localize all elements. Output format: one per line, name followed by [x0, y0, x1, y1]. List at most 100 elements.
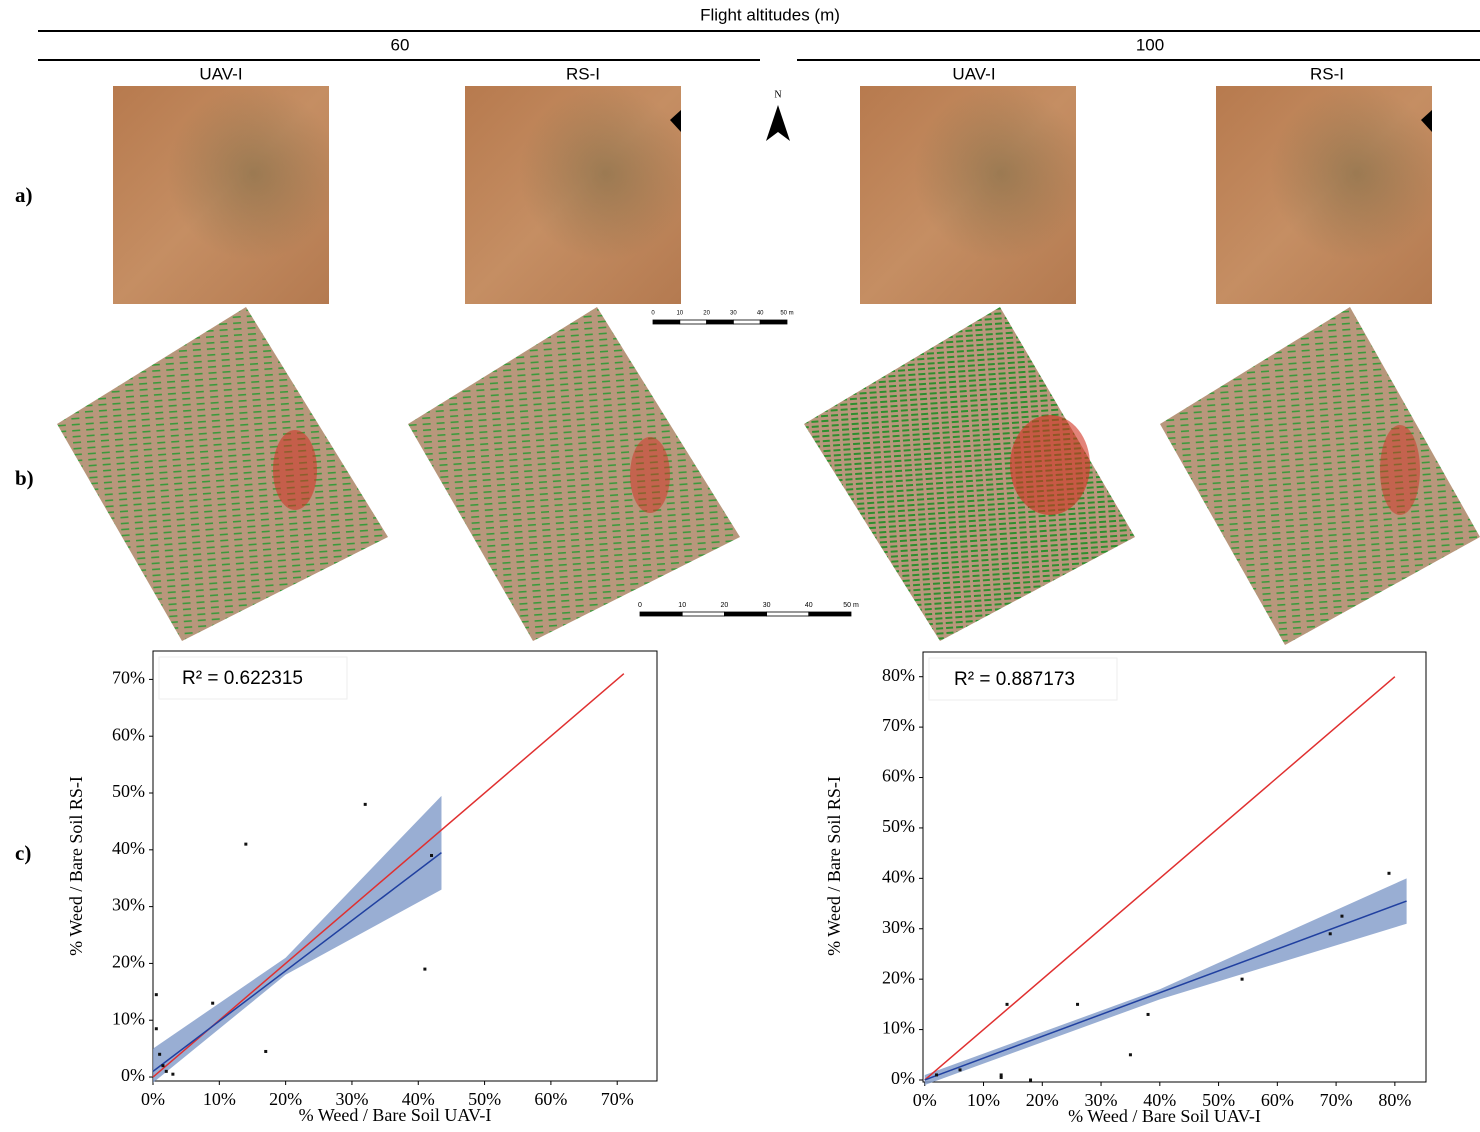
point	[1340, 914, 1344, 918]
photo-shade	[465, 86, 681, 304]
line	[152, 852, 442, 1072]
annotation: R² = 0.622315	[182, 668, 303, 689]
corner	[1421, 110, 1432, 132]
x-tick-label: 70%	[601, 1089, 634, 1109]
line	[924, 900, 1407, 1081]
point	[423, 967, 427, 971]
map	[408, 307, 740, 641]
y-tick-label: 80%	[882, 665, 915, 685]
y-tick-label: 30%	[882, 917, 915, 937]
point	[164, 1069, 168, 1073]
x-tick-label: 0%	[913, 1090, 937, 1110]
y-axis-label: % Weed / Bare Soil RS-I	[66, 776, 86, 956]
scale-segment	[733, 319, 761, 325]
sensor: RS-I	[566, 64, 600, 83]
x-tick-label: 10%	[967, 1090, 1000, 1110]
point	[1387, 871, 1391, 875]
point	[1146, 1012, 1150, 1016]
y-tick-label: 40%	[882, 866, 915, 886]
point	[430, 853, 434, 857]
point	[171, 1072, 175, 1076]
y-tick-label: 10%	[112, 1008, 145, 1028]
x-tick-label: 50%	[468, 1089, 501, 1109]
y-tick-label: 50%	[882, 816, 915, 836]
x-tick-label: 80%	[1378, 1090, 1411, 1110]
north-label: N	[774, 89, 781, 100]
y-tick-label: 60%	[882, 766, 915, 786]
y-tick-label: 50%	[112, 781, 145, 801]
scale-label: 20	[721, 602, 729, 609]
point	[154, 1027, 158, 1031]
confidence-band	[924, 878, 1407, 1086]
point	[158, 1052, 162, 1056]
x-tick-label: 60%	[1261, 1090, 1294, 1110]
point	[999, 1073, 1003, 1077]
x-tick-label: 70%	[1320, 1090, 1353, 1110]
scale-segment	[681, 611, 725, 617]
point	[958, 1068, 962, 1072]
x-tick-label: 30%	[1085, 1090, 1118, 1110]
y-tick-label: 30%	[112, 895, 145, 915]
scale-segment	[639, 611, 683, 617]
weed-patch	[1010, 415, 1090, 515]
scale-label: 0	[651, 311, 655, 317]
y-tick-label: 10%	[882, 1018, 915, 1038]
point	[244, 842, 248, 846]
weed-patch	[1380, 425, 1420, 515]
point	[211, 1001, 215, 1005]
x-tick-label: 40%	[402, 1089, 435, 1109]
altitude: 60	[391, 35, 410, 54]
photo-shade	[860, 86, 1076, 304]
y-tick-label: 40%	[112, 838, 145, 858]
scale-label: 30	[763, 602, 771, 609]
point	[935, 1073, 939, 1077]
scale-segment	[679, 319, 707, 325]
y-tick-label: 20%	[882, 967, 915, 987]
weed-patch	[630, 437, 670, 513]
point	[161, 1064, 165, 1068]
sensor: UAV-I	[199, 64, 242, 83]
photo-shade	[1216, 86, 1432, 304]
scale-label: 0	[638, 602, 642, 609]
x-tick-label: 20%	[1026, 1090, 1059, 1110]
point	[1240, 977, 1244, 981]
x-axis-label: % Weed / Bare Soil UAV-I	[1068, 1106, 1261, 1126]
sensor: UAV-I	[952, 64, 995, 83]
y-axis-label: % Weed / Bare Soil RS-I	[824, 776, 844, 956]
scale-label: 50 m	[780, 311, 793, 317]
classified-maps	[57, 307, 1480, 645]
point	[264, 1049, 268, 1053]
x-tick-label: 50%	[1202, 1090, 1235, 1110]
y-tick-label: 0%	[121, 1065, 145, 1085]
y-tick-label: 70%	[882, 715, 915, 735]
x-tick-label: 10%	[203, 1089, 236, 1109]
point	[999, 1075, 1003, 1079]
line	[152, 673, 625, 1078]
scale-label: 20	[703, 311, 710, 317]
scale-segment	[759, 319, 788, 325]
map	[1160, 307, 1480, 645]
scale-segment	[808, 611, 852, 617]
annotation-box	[928, 657, 1118, 701]
point	[363, 802, 367, 806]
sensor: RS-I	[1310, 64, 1344, 83]
figure-title: Flight altitudes (m)	[700, 5, 840, 24]
arrow	[766, 105, 790, 141]
row-label: b)	[15, 466, 34, 490]
point	[1005, 1002, 1009, 1006]
chart: 0% 10% 20% 30% 40% 50% 60% 70% 80% 0% 10% 20% 30% 40%…	[824, 651, 1427, 1126]
y-tick-label: 60%	[112, 724, 145, 744]
x-tick-label: 40%	[1143, 1090, 1176, 1110]
annotation-box	[158, 656, 348, 700]
scale-label: 10	[676, 311, 683, 317]
row-label: c)	[15, 841, 31, 865]
map	[57, 307, 388, 641]
altitude: 100	[1136, 35, 1164, 54]
north-arrow: N	[766, 89, 790, 141]
orthomosaics	[113, 86, 1432, 304]
x-tick-label: 0%	[141, 1089, 165, 1109]
y-tick-label: 0%	[891, 1068, 915, 1088]
chart: 0% 10% 20% 30% 40% 50% 60% 70% 0% 10% 20% 30% 40% 50%…	[66, 650, 658, 1125]
scale-label: 10	[678, 602, 686, 609]
